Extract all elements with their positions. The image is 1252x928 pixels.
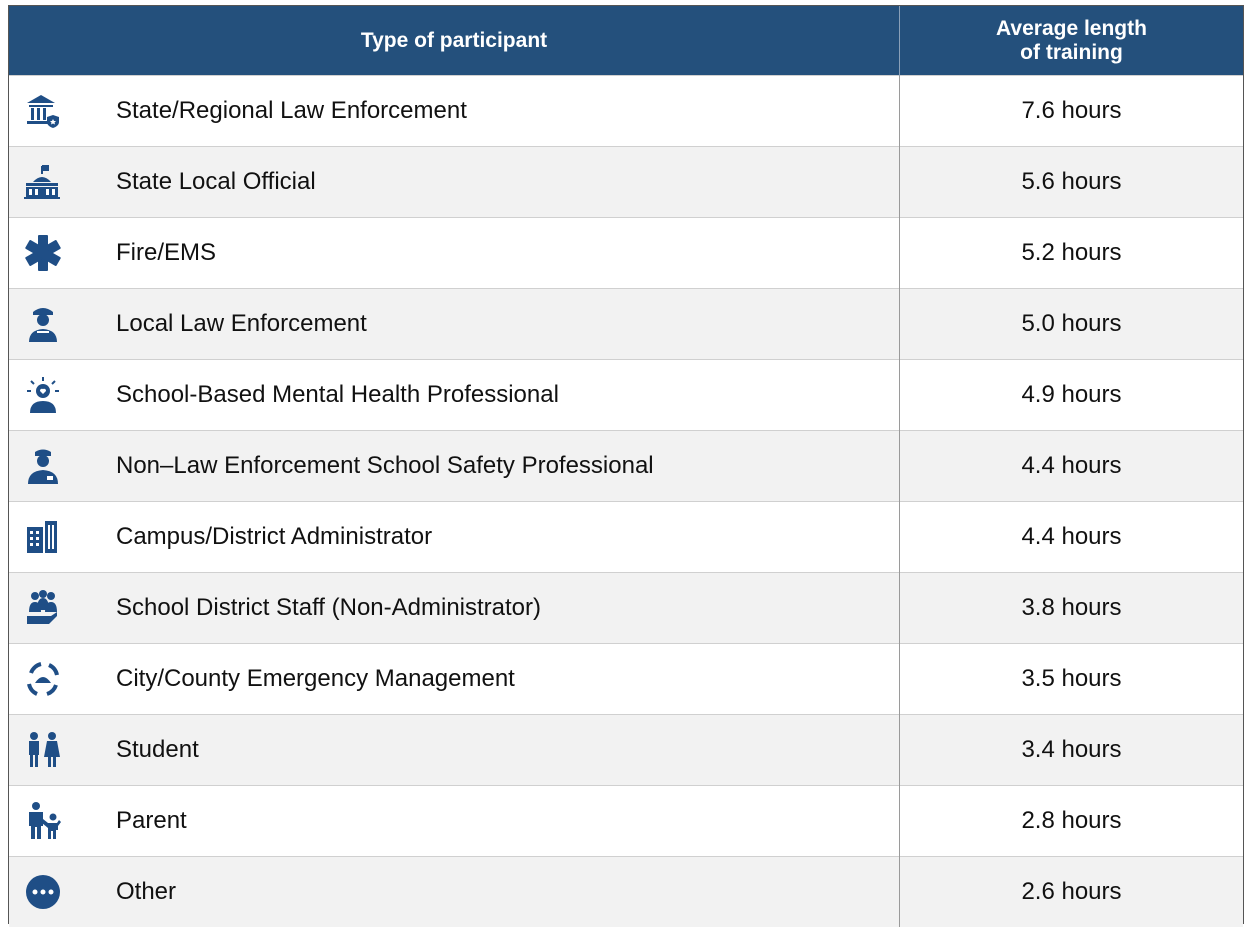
table-row: State Local Official 5.6 hours xyxy=(9,146,1243,218)
training-length: 2.8 hours xyxy=(1021,807,1122,834)
cell: 5.6 hours xyxy=(899,146,1243,218)
participant-type: School District Staff (Non-Administrator… xyxy=(116,594,542,621)
cell: City/County Emergency Management xyxy=(9,643,900,715)
icon xyxy=(29,802,61,839)
table-row: Parent 2.8 hours xyxy=(9,785,1243,857)
cell: School District Staff (Non-Administrator… xyxy=(9,572,900,644)
table-body: State/Regional Law Enforcement 7.6 hours S… xyxy=(9,75,1243,927)
icon xyxy=(26,875,60,909)
icon xyxy=(27,521,57,553)
training-length: 3.8 hours xyxy=(1021,594,1122,621)
cell: Other xyxy=(9,856,900,927)
participant-type: Fire/EMS xyxy=(116,239,217,266)
training-length: 3.4 hours xyxy=(1021,736,1122,763)
training-length: 5.6 hours xyxy=(1021,168,1122,195)
cell: State Local Official xyxy=(9,146,900,218)
training-length: 2.6 hours xyxy=(1021,878,1122,905)
cell: Non–Law Enforcement School Safety Profes… xyxy=(9,430,900,502)
cell: Fire/EMS xyxy=(9,217,900,289)
table-row: Other 2.6 hours xyxy=(9,856,1243,927)
cell: 4.4 hours xyxy=(899,501,1243,573)
participant-type: Student xyxy=(116,736,199,763)
cell: 3.5 hours xyxy=(899,643,1243,715)
participant-type: Campus/District Administrator xyxy=(116,523,433,550)
cell: School-Based Mental Health Professional xyxy=(9,359,900,431)
cell: 3.4 hours xyxy=(899,714,1243,786)
participant-type: State/Regional Law Enforcement xyxy=(116,97,467,124)
icon xyxy=(27,662,59,696)
table-row: Student 3.4 hours xyxy=(9,714,1243,786)
icon xyxy=(27,590,57,624)
cell: 5.2 hours xyxy=(899,217,1243,289)
cell: Local Law Enforcement xyxy=(9,288,900,360)
training-length: 5.0 hours xyxy=(1021,310,1122,337)
header-cell: Average length of training xyxy=(899,6,1243,76)
training-length: 4.4 hours xyxy=(1021,523,1122,550)
training-length: 4.4 hours xyxy=(1021,452,1122,479)
table-row: Non–Law Enforcement School Safety Profes… xyxy=(9,430,1243,502)
training-length: 3.5 hours xyxy=(1021,665,1122,692)
cell: 2.8 hours xyxy=(899,785,1243,857)
table-row: School-Based Mental Health Professional 4… xyxy=(9,359,1243,431)
cell: Student xyxy=(9,714,900,786)
icon xyxy=(29,308,57,342)
cell: 4.4 hours xyxy=(899,430,1243,502)
participant-type: City/County Emergency Management xyxy=(116,665,515,692)
training-length: 5.2 hours xyxy=(1021,239,1122,266)
cell: Parent xyxy=(9,785,900,857)
participant-type: Non–Law Enforcement School Safety Profes… xyxy=(116,452,654,479)
table-frame: Type of participant Average length of tr… xyxy=(8,5,1244,927)
training-length: 7.6 hours xyxy=(1021,97,1122,124)
participant-type: State Local Official xyxy=(116,168,316,195)
participant-type: Parent xyxy=(116,807,187,834)
cell: 4.9 hours xyxy=(899,359,1243,431)
training-length: 4.9 hours xyxy=(1021,381,1122,408)
icon xyxy=(27,377,59,413)
table-row: Local Law Enforcement 5.0 hours xyxy=(9,288,1243,360)
participant-type: School-Based Mental Health Professional xyxy=(116,381,559,408)
cell: State/Regional Law Enforcement xyxy=(9,75,900,147)
header-text: Type of participant xyxy=(360,28,548,52)
cell: 5.0 hours xyxy=(899,288,1243,360)
participant-type: Other xyxy=(116,878,177,905)
header-cell: Type of participant xyxy=(9,6,900,76)
cell: 7.6 hours xyxy=(899,75,1243,147)
participant-type: Local Law Enforcement xyxy=(116,310,367,337)
table-row: Campus/District Administrator 4.4 hours xyxy=(9,501,1243,573)
table-row: Fire/EMS 5.2 hours xyxy=(9,217,1243,289)
table: Type of participant Average length of tr… xyxy=(9,6,1243,927)
header-row: Type of participant Average length of tr… xyxy=(9,6,1243,76)
cell: 3.8 hours xyxy=(899,572,1243,644)
table-row: City/County Emergency Management 3.5 hour… xyxy=(9,643,1243,715)
header-text: Average length of training xyxy=(996,16,1147,64)
icon xyxy=(24,165,60,199)
icon xyxy=(29,732,60,767)
icon xyxy=(25,235,61,271)
cell: 2.6 hours xyxy=(899,856,1243,927)
table-row: State/Regional Law Enforcement 7.6 hours xyxy=(9,75,1243,147)
icon xyxy=(27,95,59,128)
table-row: School District Staff (Non-Administrator… xyxy=(9,572,1243,644)
icon xyxy=(28,449,58,484)
cell: Campus/District Administrator xyxy=(9,501,900,573)
